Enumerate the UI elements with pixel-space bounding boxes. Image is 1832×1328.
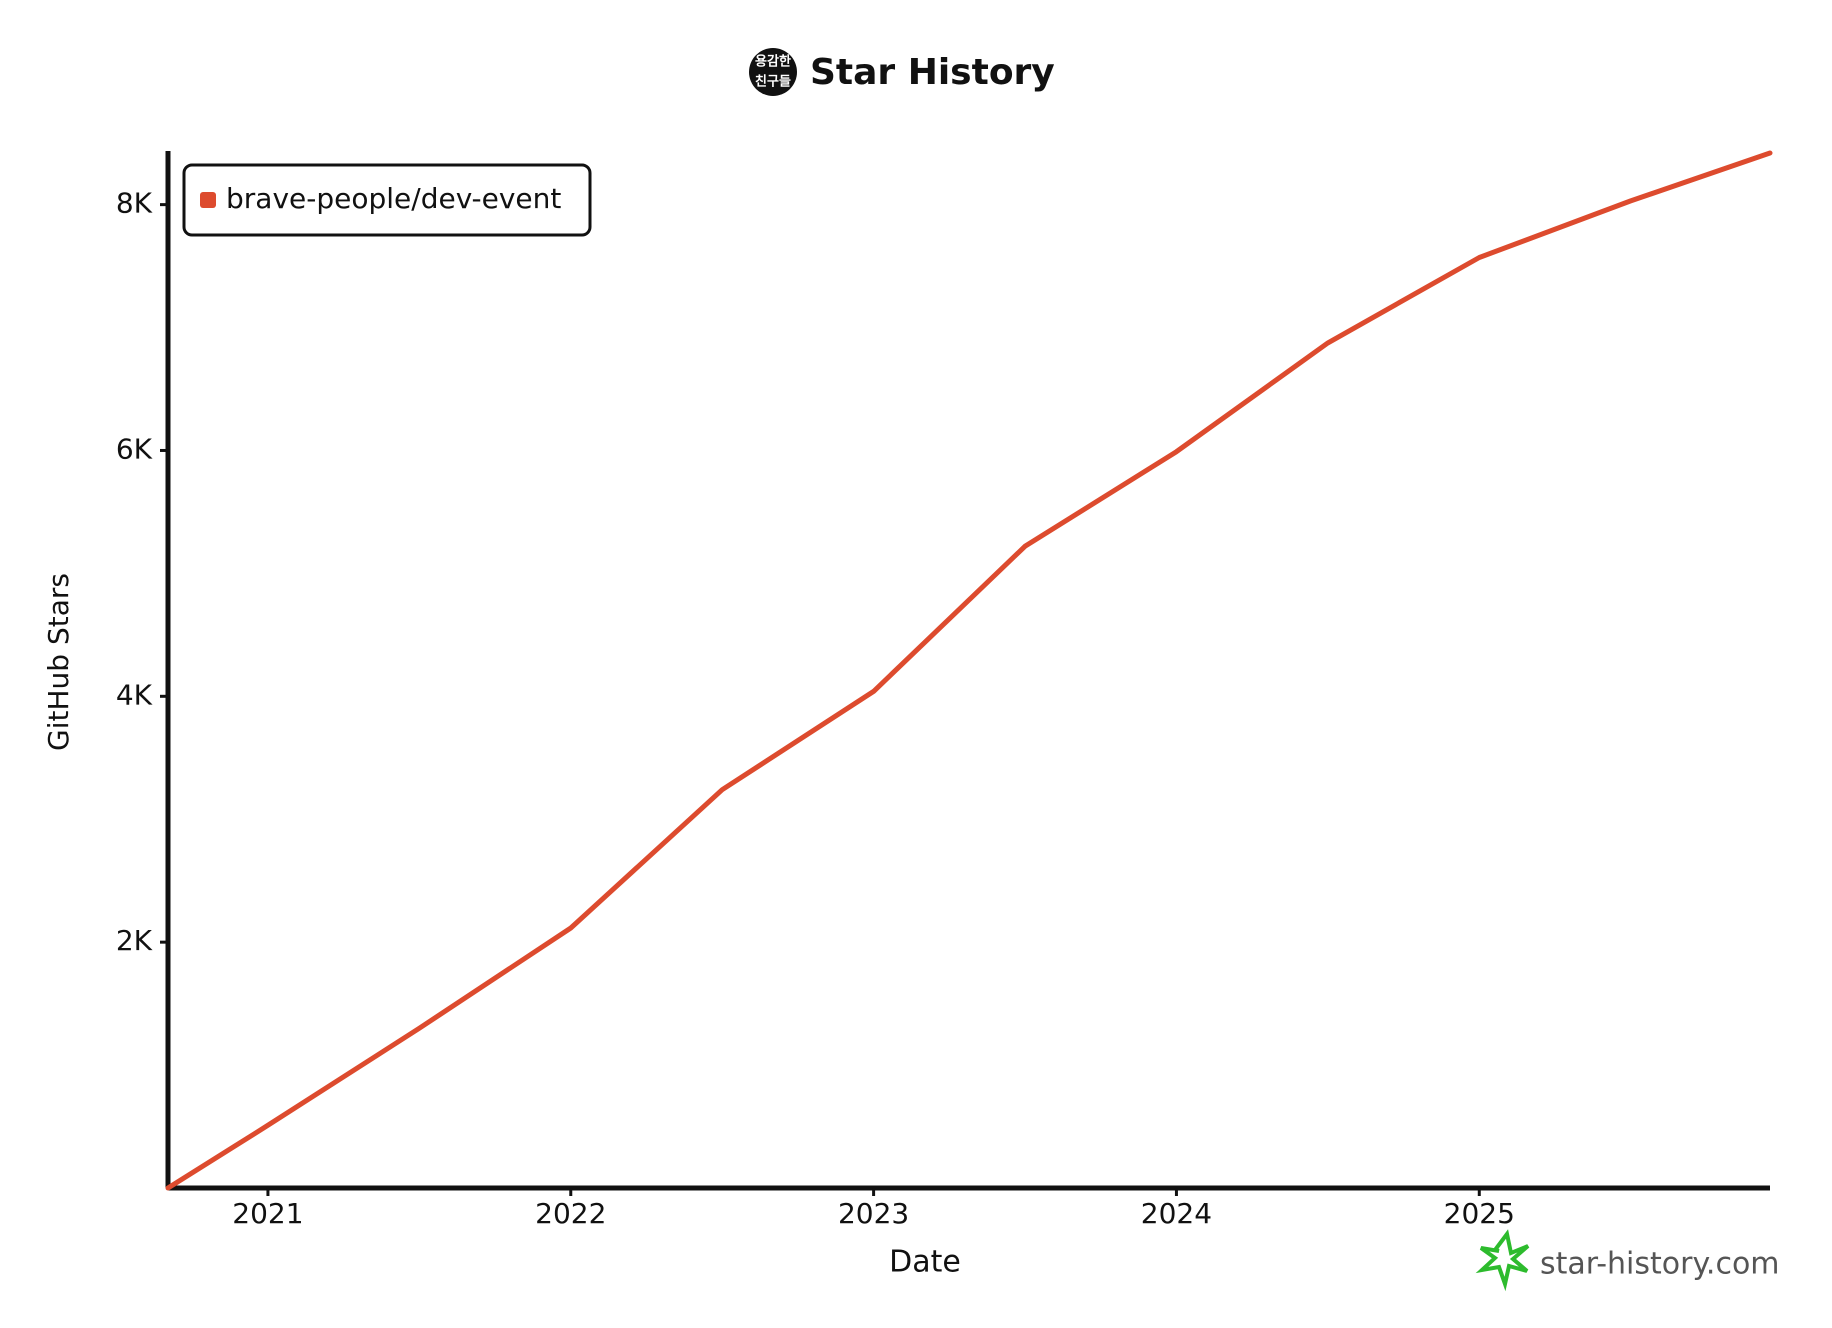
y-tick-label: 4K bbox=[116, 678, 153, 711]
x-tick-label: 2022 bbox=[535, 1197, 606, 1230]
x-axis-label: Date bbox=[889, 1245, 961, 1280]
y-tick-label: 2K bbox=[116, 924, 153, 957]
y-axis-label: GitHub Stars bbox=[42, 573, 75, 751]
watermark-icon bbox=[1475, 1229, 1530, 1292]
chart-title: Star History bbox=[810, 52, 1055, 93]
legend-swatch bbox=[200, 192, 216, 208]
logo-text: 용감한 bbox=[755, 54, 791, 70]
line bbox=[165, 150, 1773, 1191]
y-tick-label: 8K bbox=[116, 187, 153, 220]
x-tick-label: 2025 bbox=[1444, 1197, 1515, 1230]
watermark: star-history.com bbox=[1540, 1247, 1780, 1282]
legend-label: brave-people/dev-event bbox=[226, 182, 561, 215]
x-tick-label: 2023 bbox=[838, 1197, 909, 1230]
y-tick-label: 6K bbox=[116, 432, 153, 465]
x-tick-label: 2024 bbox=[1141, 1197, 1212, 1230]
x-tick-label: 2021 bbox=[232, 1197, 303, 1230]
logo bbox=[749, 48, 797, 96]
logo-text: 친구들 bbox=[755, 75, 791, 90]
legend-box bbox=[182, 163, 592, 237]
